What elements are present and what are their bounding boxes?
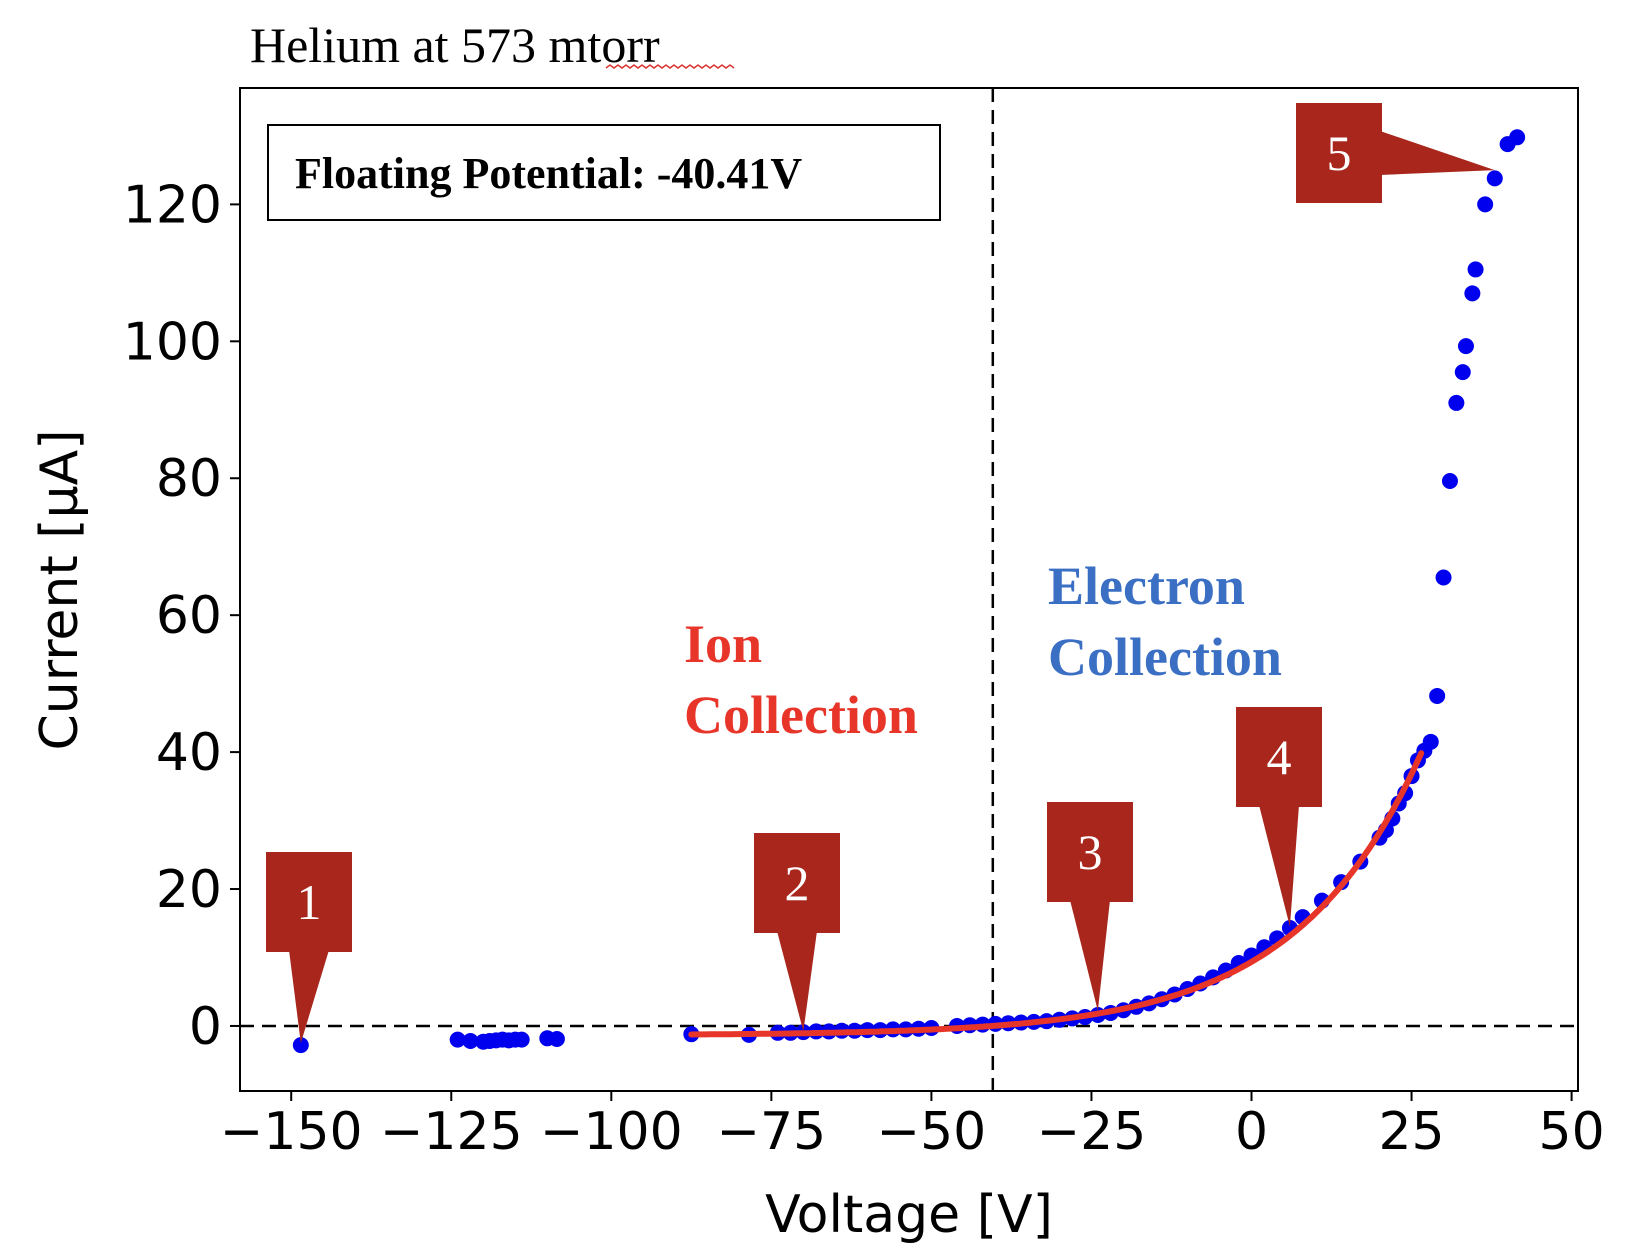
x-tick-label: −25	[1037, 1102, 1147, 1162]
data-point	[513, 1031, 530, 1048]
y-axis-label: Current [μA]	[30, 429, 90, 750]
fit-curve	[688, 750, 1425, 1038]
y-tick-label: 100	[123, 312, 222, 372]
callout-number: 2	[785, 855, 810, 911]
x-tick-label: 50	[1539, 1102, 1605, 1162]
data-point	[548, 1030, 565, 1047]
x-tick-label: −50	[877, 1102, 987, 1162]
title-spellcheck-underline	[605, 64, 735, 69]
callout-box	[1236, 707, 1322, 807]
data-point	[1509, 129, 1526, 146]
data-point	[292, 1037, 309, 1054]
callout-pointer	[1070, 900, 1110, 1011]
data-point	[462, 1033, 479, 1050]
callout-1: 1	[266, 852, 352, 1044]
y-tick-label: 80	[156, 449, 222, 509]
x-tick-label: 25	[1378, 1102, 1444, 1162]
data-point	[1448, 394, 1465, 411]
plot-area	[240, 88, 1578, 1091]
y-tick-label: 60	[156, 586, 222, 646]
callout-box	[1047, 802, 1133, 902]
electron-collection-label-line2: Collection	[1048, 627, 1282, 687]
y-tick-label: 120	[123, 175, 222, 235]
data-point	[1457, 338, 1474, 355]
floating-potential-box: Floating Potential: -40.41V	[267, 124, 941, 221]
y-tick-label: 20	[156, 860, 222, 920]
data-point	[1441, 472, 1458, 489]
callout-2: 2	[754, 833, 840, 1032]
callout-4: 4	[1236, 707, 1322, 927]
axis-ticks: −150 −125 −100 −75 −50 −25 0 25 5002040608010012…	[123, 175, 1605, 1162]
callouts: 1 2 3 4 5	[266, 103, 1495, 1044]
x-tick-label: −150	[220, 1102, 363, 1162]
plot-frame	[239, 87, 1579, 1092]
x-tick-label: 0	[1235, 1102, 1268, 1162]
x-tick-label: −125	[380, 1102, 523, 1162]
data-point	[449, 1031, 466, 1048]
chart-title: Helium at 573 mtorr	[250, 17, 660, 73]
callout-pointer	[777, 931, 817, 1032]
callout-pointer	[1259, 805, 1299, 927]
data-point	[1464, 285, 1481, 302]
data-point	[1486, 170, 1503, 187]
callout-number: 3	[1078, 824, 1103, 880]
callout-number: 1	[297, 874, 322, 930]
callout-box	[1296, 103, 1382, 203]
x-tick-label: −75	[716, 1102, 826, 1162]
x-tick-label: −100	[540, 1102, 683, 1162]
electron-collection-label-line1: Electron	[1048, 556, 1245, 616]
ion-collection-label-line1: Ion	[684, 614, 762, 674]
y-tick-label: 0	[189, 997, 222, 1057]
floating-potential-box-frame	[267, 124, 941, 221]
x-axis-label: Voltage [V]	[765, 1185, 1053, 1245]
callout-box	[266, 852, 352, 952]
callout-pointer	[1380, 131, 1495, 175]
data-point	[1429, 687, 1446, 704]
data-point	[1422, 733, 1439, 750]
ion-collection-label-line2: Collection	[684, 685, 918, 745]
data-point	[1454, 364, 1471, 381]
callout-pointer	[289, 950, 329, 1044]
callout-box	[754, 833, 840, 933]
callout-3: 3	[1047, 802, 1133, 1011]
data-point	[1477, 196, 1494, 213]
data-point	[1467, 261, 1484, 278]
data-point	[1435, 569, 1452, 586]
callout-5: 5	[1296, 103, 1495, 203]
callout-number: 5	[1327, 125, 1352, 181]
callout-number: 4	[1267, 729, 1292, 785]
y-tick-label: 40	[156, 723, 222, 783]
floating-potential-label: Floating Potential: -40.41V	[295, 149, 802, 198]
